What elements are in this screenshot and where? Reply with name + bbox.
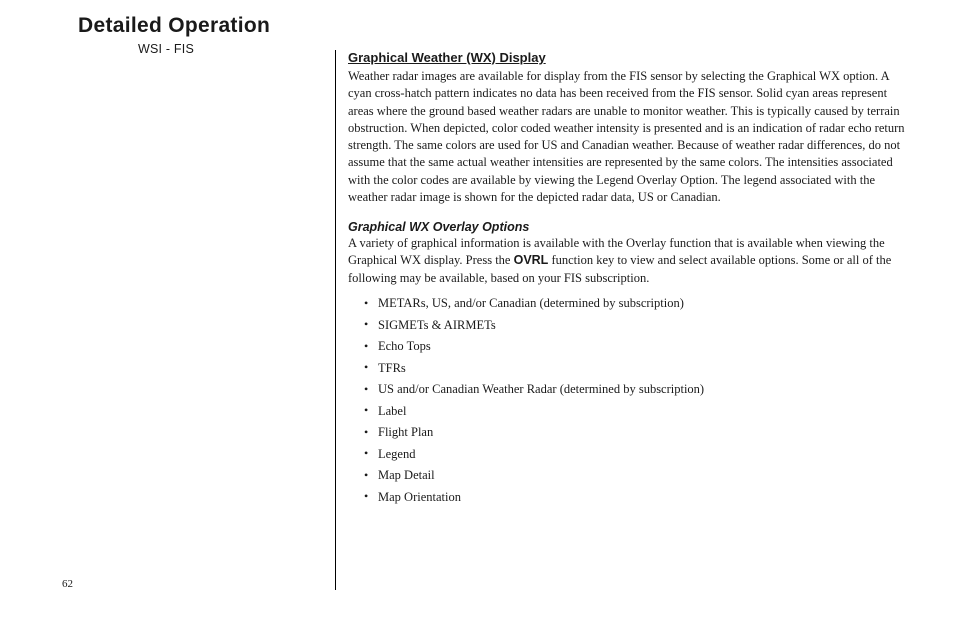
list-item: US and/or Canadian Weather Radar (determ… [378,379,912,401]
list-item: Flight Plan [378,422,912,444]
section-heading-wx-display: Graphical Weather (WX) Display [348,50,912,65]
page-number: 62 [62,578,73,590]
list-item: Map Detail [378,465,912,487]
section-body-overlay-options: A variety of graphical information is av… [348,235,912,287]
list-item: TFRs [378,357,912,379]
list-item: Legend [378,443,912,465]
overlay-body-emph: OVRL [514,253,549,267]
page-container: Detailed Operation WSI - FIS 62 Graphica… [0,0,954,618]
page-title: Detailed Operation [78,14,325,38]
left-column: Detailed Operation WSI - FIS 62 [0,0,335,618]
list-item: Map Orientation [378,486,912,508]
list-item: SIGMETs & AIRMETs [378,314,912,336]
list-item: Echo Tops [378,336,912,358]
list-item: METARs, US, and/or Canadian (determined … [378,293,912,315]
overlay-bullet-list: METARs, US, and/or Canadian (determined … [348,293,912,508]
section-heading-overlay-options: Graphical WX Overlay Options [348,220,912,234]
right-column: Graphical Weather (WX) Display Weather r… [336,0,954,618]
page-subtitle: WSI - FIS [96,42,236,56]
list-item: Label [378,400,912,422]
section-body-wx-display: Weather radar images are available for d… [348,68,912,206]
